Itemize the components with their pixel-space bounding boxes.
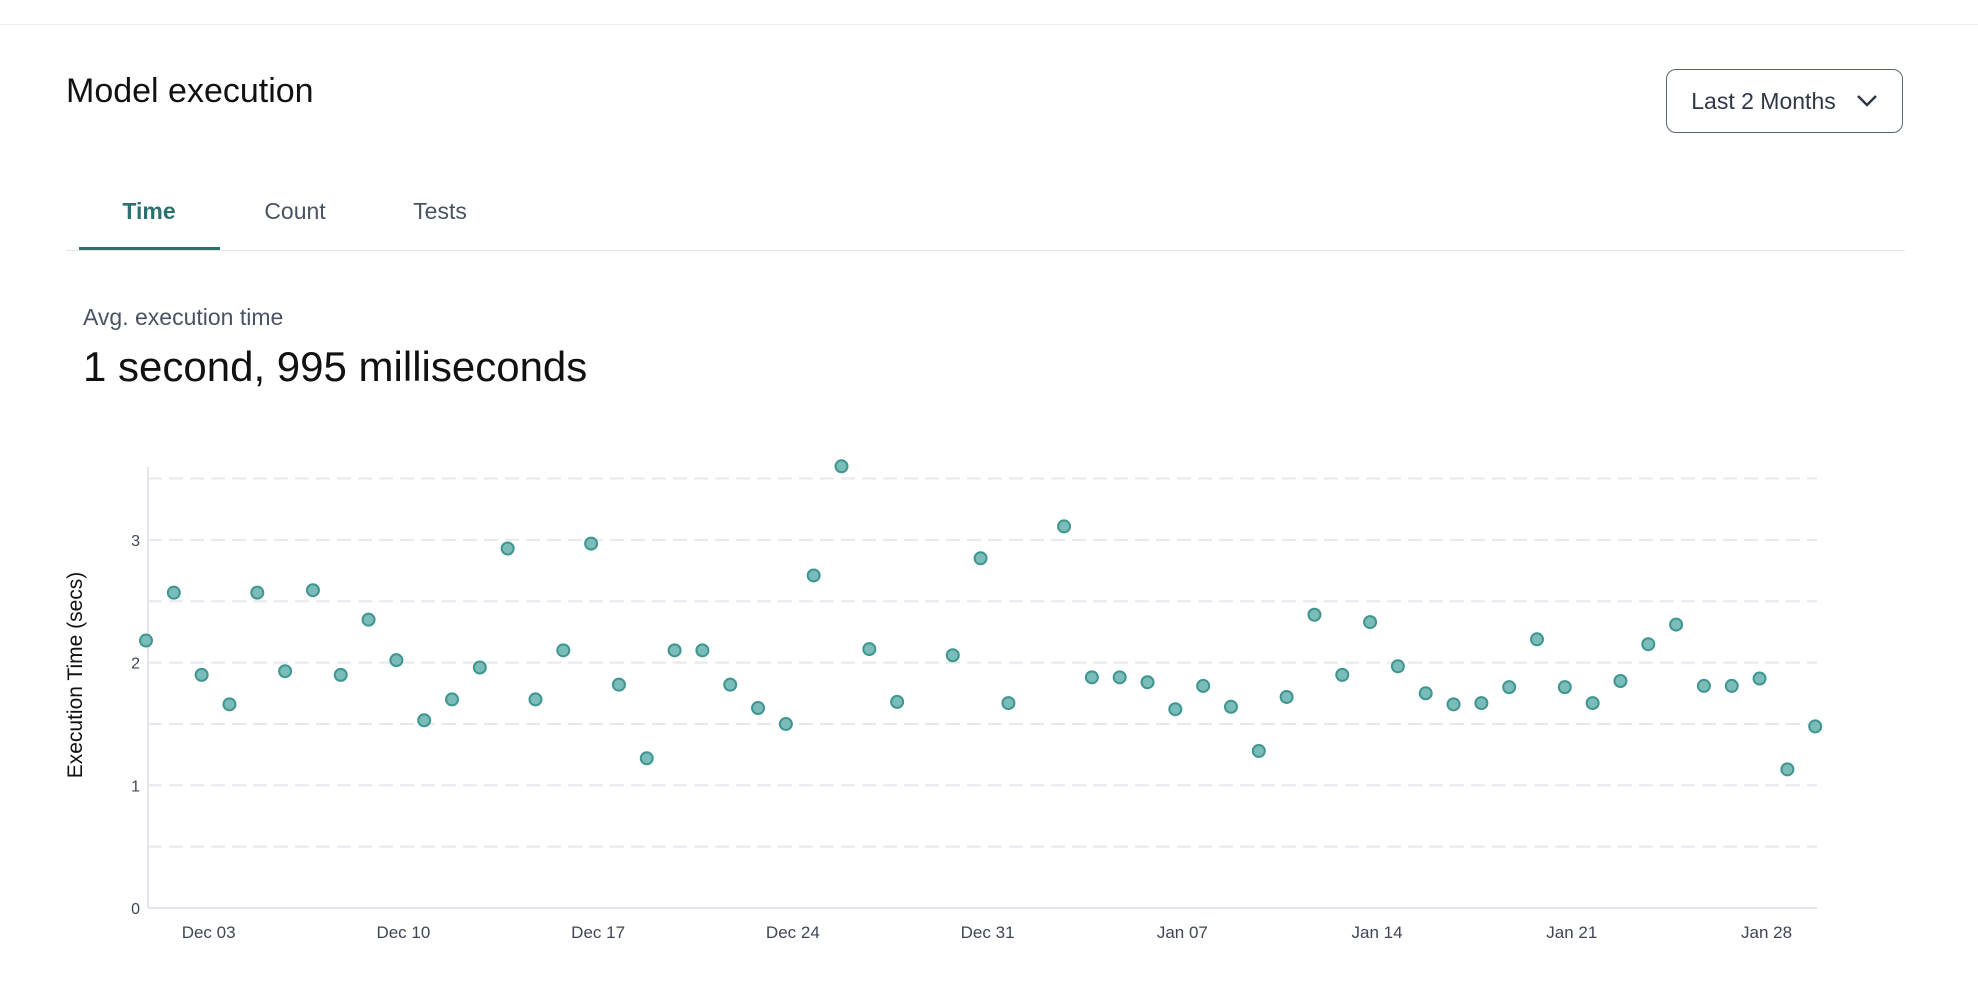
tab-tests[interactable]: Tests [413, 198, 467, 224]
data-point [806, 568, 821, 583]
tabs-divider [66, 250, 1905, 251]
data-point [1446, 697, 1461, 712]
x-tick-label: Jan 28 [1741, 923, 1792, 942]
data-point [695, 643, 710, 658]
data-point [250, 585, 265, 600]
data-point [1502, 680, 1517, 695]
page-title: Model execution [66, 72, 314, 110]
data-point [1307, 607, 1322, 622]
top-divider [0, 24, 1978, 25]
data-point [1001, 696, 1016, 711]
data-point [1669, 617, 1684, 632]
data-point [1140, 675, 1155, 690]
data-point [1474, 696, 1489, 711]
date-range-value: Last 2 Months [1691, 87, 1836, 114]
data-point [611, 677, 626, 692]
data-point [1530, 632, 1544, 647]
data-point [667, 643, 682, 658]
data-point [1752, 671, 1767, 686]
data-point [222, 697, 237, 712]
active-tab-indicator [79, 247, 220, 250]
data-point [1084, 670, 1099, 685]
data-point [305, 583, 320, 598]
data-point [862, 642, 877, 657]
data-point [472, 660, 487, 675]
x-tick-label: Dec 31 [961, 923, 1015, 942]
y-tick-label: 1 [131, 778, 140, 795]
data-point [1418, 686, 1433, 701]
data-point [417, 713, 432, 728]
data-point [278, 664, 293, 679]
y-tick-label: 3 [131, 533, 140, 550]
data-point [973, 551, 988, 566]
data-point [1279, 689, 1294, 704]
data-point [1196, 678, 1211, 693]
data-point [945, 648, 960, 663]
data-point [1613, 674, 1628, 689]
tab-time[interactable]: Time [122, 198, 176, 224]
data-point [751, 700, 766, 715]
data-point [1808, 719, 1823, 734]
data-point [166, 585, 181, 600]
chevron-down-icon [1856, 95, 1877, 107]
data-point [1223, 699, 1238, 714]
data-point [1557, 680, 1572, 695]
data-point [1641, 637, 1656, 652]
data-point [1696, 678, 1711, 693]
data-point [1057, 519, 1072, 534]
data-point [723, 677, 738, 692]
x-tick-label: Dec 17 [571, 923, 625, 942]
data-point [1390, 659, 1405, 674]
x-tick-label: Jan 07 [1157, 923, 1208, 942]
data-point [890, 694, 905, 709]
x-tick-label: Jan 14 [1352, 923, 1403, 942]
data-point [361, 612, 376, 627]
data-point [528, 692, 543, 707]
data-point [194, 667, 209, 682]
x-tick-label: Dec 03 [182, 923, 236, 942]
avg-execution-value: 1 second, 995 milliseconds [83, 343, 588, 390]
x-tick-label: Dec 10 [376, 923, 430, 942]
data-point [1251, 743, 1266, 758]
data-point [1780, 762, 1795, 777]
data-point [1112, 670, 1127, 685]
data-point [445, 692, 460, 707]
data-point [1724, 678, 1739, 693]
avg-execution-label: Avg. execution time [83, 304, 284, 330]
data-point [778, 716, 793, 731]
data-point [1335, 667, 1350, 682]
x-tick-label: Dec 24 [766, 923, 820, 942]
data-point [556, 643, 571, 658]
data-point [584, 536, 599, 551]
data-point [333, 667, 348, 682]
y-axis-label: Execution Time (secs) [64, 571, 87, 779]
date-range-dropdown[interactable]: Last 2 Months [1666, 69, 1903, 133]
data-point [500, 541, 515, 556]
data-point [639, 751, 654, 766]
tab-count[interactable]: Count [264, 198, 326, 224]
x-tick-label: Jan 21 [1546, 923, 1597, 942]
data-point [1363, 615, 1378, 630]
data-point [834, 459, 849, 474]
y-tick-label: 0 [131, 901, 140, 918]
data-point [1168, 702, 1183, 717]
data-point [139, 633, 153, 648]
data-point [1585, 696, 1600, 711]
data-point [389, 653, 404, 668]
y-tick-label: 2 [131, 656, 140, 673]
